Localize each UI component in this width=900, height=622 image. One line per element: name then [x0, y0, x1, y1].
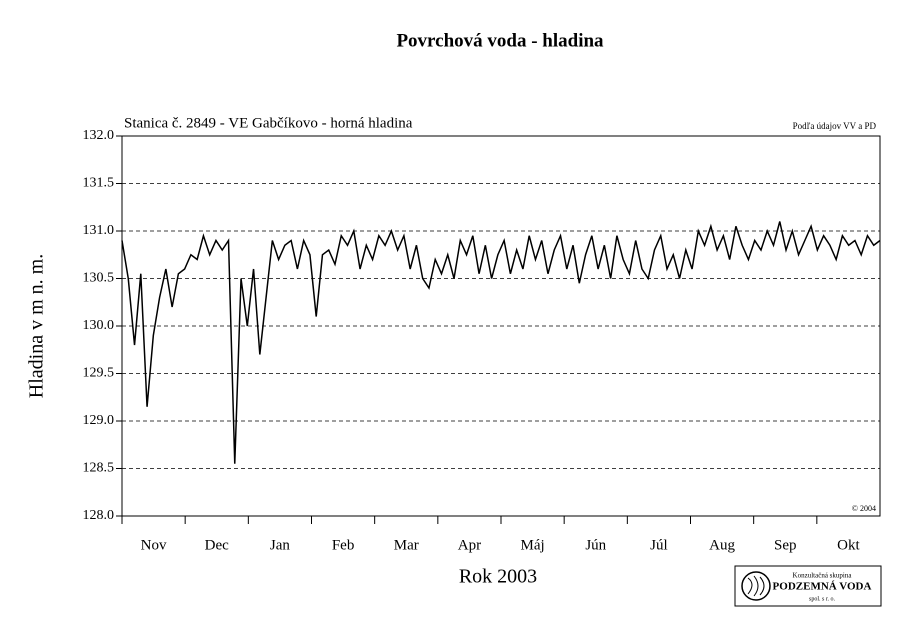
x-tick-label: Apr	[458, 537, 481, 553]
y-tick-label: 132.0	[83, 128, 115, 143]
y-tick-label: 129.0	[83, 413, 115, 428]
y-tick-label: 130.5	[83, 271, 115, 286]
copyright: © 2004	[852, 504, 876, 513]
y-tick-label: 131.0	[83, 223, 115, 238]
x-tick-label: Máj	[520, 537, 544, 553]
chart-title: Povrchová voda - hladina	[396, 30, 604, 51]
source-note: Podľa údajov VV a PD	[793, 121, 877, 131]
y-tick-label: 128.5	[83, 461, 115, 476]
y-axis-label: Hladina v m n. m.	[26, 254, 48, 398]
x-tick-label: Jún	[585, 537, 606, 553]
x-tick-label: Aug	[709, 537, 735, 553]
y-tick-label: 130.0	[83, 318, 115, 333]
subtitle: Stanica č. 2849 - VE Gabčíkovo - horná h…	[124, 115, 413, 131]
logo-text: spol. s r. o.	[809, 596, 836, 602]
x-tick-label: Feb	[332, 537, 355, 553]
x-axis-label: Rok 2003	[459, 566, 537, 588]
logo-text: Konzultačná skupina	[793, 572, 853, 580]
x-tick-label: Nov	[141, 537, 167, 553]
x-tick-label: Sep	[774, 537, 797, 553]
logo-frame	[734, 565, 882, 607]
logo-icon	[741, 571, 771, 601]
y-tick-label: 131.5	[83, 176, 115, 191]
x-tick-label: Jan	[270, 537, 290, 553]
logo-icon-lines	[747, 575, 765, 597]
logo-text: PODZEMNÁ VODA	[773, 581, 872, 593]
data-line	[121, 221, 881, 464]
logo: Konzultačná skupina PODZEMNÁ VODA spol. …	[734, 565, 882, 607]
x-tick-label: Dec	[205, 537, 229, 553]
x-tick-label: Mar	[394, 537, 419, 553]
x-tick-label: Júl	[650, 537, 668, 553]
y-tick-label: 129.5	[83, 366, 115, 381]
x-tick-label: Okt	[837, 537, 860, 553]
y-tick-label: 128.0	[83, 508, 115, 523]
